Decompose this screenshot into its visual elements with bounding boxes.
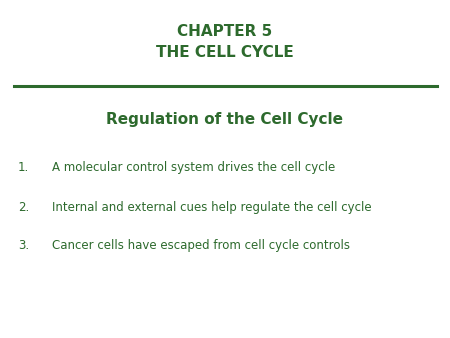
Text: Cancer cells have escaped from cell cycle controls: Cancer cells have escaped from cell cycl… xyxy=(52,239,350,251)
Text: Internal and external cues help regulate the cell cycle: Internal and external cues help regulate… xyxy=(52,201,371,214)
Text: CHAPTER 5
THE CELL CYCLE: CHAPTER 5 THE CELL CYCLE xyxy=(156,24,294,60)
Text: A molecular control system drives the cell cycle: A molecular control system drives the ce… xyxy=(52,161,335,174)
Text: 3.: 3. xyxy=(18,239,29,251)
Text: 1.: 1. xyxy=(18,161,29,174)
Text: Regulation of the Cell Cycle: Regulation of the Cell Cycle xyxy=(107,113,343,127)
Text: 2.: 2. xyxy=(18,201,29,214)
